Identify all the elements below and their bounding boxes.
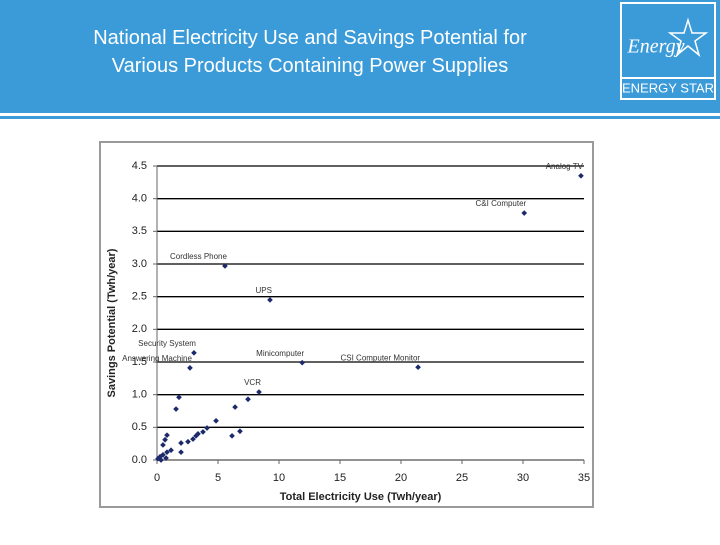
y-tick-label: 1.0 xyxy=(132,389,147,401)
data-point xyxy=(237,428,243,435)
data-point xyxy=(232,404,238,410)
data-point xyxy=(163,455,169,461)
y-tick-label: 4.5 xyxy=(132,160,147,172)
data-point xyxy=(521,210,528,216)
point-label: Answering Machine xyxy=(122,354,192,363)
x-tick-label: 20 xyxy=(395,472,407,484)
logo-frame xyxy=(620,2,716,100)
data-point xyxy=(176,394,182,401)
data-point xyxy=(229,432,235,439)
data-point xyxy=(191,350,197,356)
data-point xyxy=(245,396,251,403)
data-point xyxy=(185,438,191,445)
y-tick-label: 4.0 xyxy=(132,193,147,205)
slide-title: National Electricity Use and Savings Pot… xyxy=(93,27,527,77)
data-point xyxy=(200,429,206,435)
logo-script: Energy xyxy=(626,36,684,58)
x-axis-label: Total Electricity Use (Twh/year) xyxy=(280,491,442,503)
y-tick-label: 1.5 xyxy=(132,356,147,368)
x-tick-label: 30 xyxy=(517,472,529,484)
data-point xyxy=(178,449,184,455)
y-tick-label: 2.0 xyxy=(132,323,147,335)
divider xyxy=(0,113,720,116)
data-point xyxy=(160,442,166,448)
data-point xyxy=(178,440,184,446)
data-point xyxy=(213,417,219,424)
data-point xyxy=(256,389,262,395)
data-point xyxy=(187,365,193,371)
data-point xyxy=(578,172,584,179)
data-point xyxy=(168,447,174,454)
data-point xyxy=(190,436,196,442)
x-tick-label: 10 xyxy=(273,472,285,484)
point-label: VCR xyxy=(244,378,261,387)
chart-frame xyxy=(99,141,594,508)
data-point xyxy=(162,436,168,443)
data-point xyxy=(222,263,228,269)
y-tick-label: 3.5 xyxy=(132,225,147,237)
point-label: Security System xyxy=(138,339,196,348)
x-tick-label: 25 xyxy=(456,472,468,484)
point-label: UPS xyxy=(256,286,272,295)
point-label: Analog TV xyxy=(546,162,584,171)
y-tick-label: 3.0 xyxy=(132,258,147,270)
chart: 0.0 0.5 1.0 1.5 2.0 2.5 3.0 3.5 4.0 4.5 0 5 10 15 20 25… xyxy=(106,160,590,503)
x-tick-label: 15 xyxy=(334,472,346,484)
data-point xyxy=(193,432,199,439)
data-point xyxy=(204,425,210,431)
point-label: C&I Computer xyxy=(476,199,527,208)
data-point xyxy=(173,406,179,412)
data-point xyxy=(164,449,170,455)
data-point xyxy=(267,297,273,303)
data-point xyxy=(299,359,306,366)
x-tick-label: 35 xyxy=(578,472,590,484)
y-tick-label: 0.5 xyxy=(132,421,147,433)
y-axis-label: Savings Potential (Twh/year) xyxy=(106,248,118,397)
point-label: Cordless Phone xyxy=(170,252,227,261)
logo-star xyxy=(667,17,709,58)
point-label: CSI Computer Monitor xyxy=(340,353,420,362)
data-point xyxy=(164,432,170,439)
point-label: Minicomputer xyxy=(256,349,304,358)
x-tick-label: 5 xyxy=(215,472,221,484)
y-tick-label: 0.0 xyxy=(132,454,147,466)
data-point xyxy=(415,364,421,371)
logo: Energy ENERGY STAR xyxy=(620,2,716,100)
data-point xyxy=(158,457,164,463)
x-tick-label: 0 xyxy=(154,472,160,484)
logo-text: ENERGY STAR xyxy=(622,80,714,95)
y-tick-label: 2.5 xyxy=(132,291,147,303)
